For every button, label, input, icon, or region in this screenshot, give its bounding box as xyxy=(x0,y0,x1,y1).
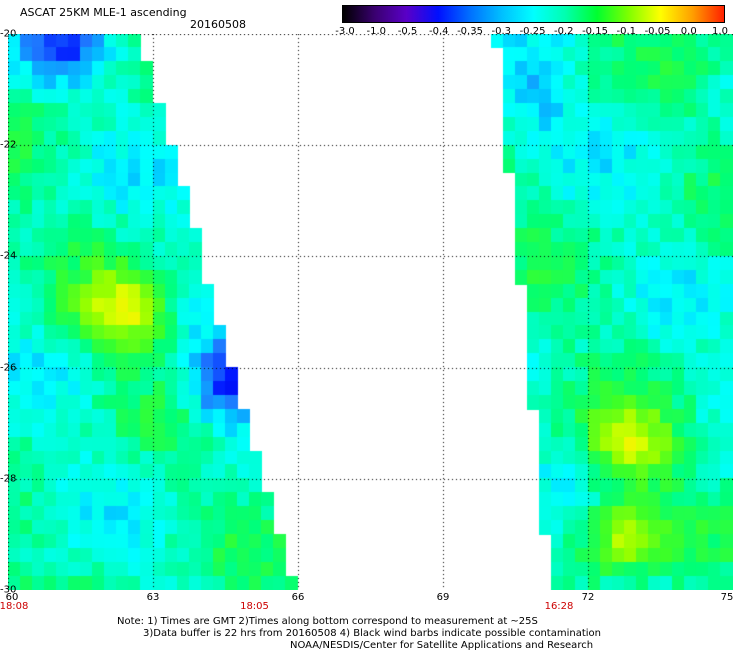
colorbar xyxy=(342,5,725,23)
pass-time-label: 18:08 xyxy=(0,601,29,612)
colorbar-label: 1.0 xyxy=(712,26,728,37)
colorbar-label: 0.0 xyxy=(680,26,697,37)
note-line-1: Note: 1) Times are GMT 2)Times along bot… xyxy=(117,616,538,627)
colorbar-label: -0.4 xyxy=(428,26,449,37)
colorbar-label: -0.35 xyxy=(457,26,483,37)
y-tick-label: -22 xyxy=(0,139,17,151)
map-date: 20160508 xyxy=(190,18,246,31)
colorbar-label: -0.1 xyxy=(616,26,637,37)
map-plot xyxy=(8,34,733,590)
colorbar-label: -3.0 xyxy=(335,26,355,37)
map-title: ASCAT 25KM MLE-1 ascending xyxy=(20,6,187,19)
colorbar-label: -0.2 xyxy=(553,26,574,37)
colorbar-label: -0.25 xyxy=(519,26,546,37)
x-tick-label: 75 xyxy=(720,592,734,603)
x-tick-label: 69 xyxy=(436,592,450,603)
pass-time-label: 16:28 xyxy=(544,601,574,612)
x-tick-label: 63 xyxy=(146,592,160,603)
y-tick-label: -30 xyxy=(0,584,17,596)
wind-field-heatmap xyxy=(8,34,733,590)
y-tick-label: -20 xyxy=(0,28,17,40)
y-tick-label: -26 xyxy=(0,362,17,374)
colorbar-label: -1.0 xyxy=(366,26,387,37)
y-tick-label: -24 xyxy=(0,250,17,262)
colorbar-label: -0.5 xyxy=(397,26,418,37)
note-line-3: NOAA/NESDIS/Center for Satellite Applica… xyxy=(290,640,594,651)
x-tick-label: 66 xyxy=(291,592,305,603)
colorbar-gradient xyxy=(342,5,725,23)
colorbar-label: -0.15 xyxy=(582,26,608,37)
colorbar-label: -0.3 xyxy=(491,26,512,37)
x-tick-label: 60 xyxy=(5,592,19,603)
note-line-2: 3)Data buffer is 22 hrs from 20160508 4)… xyxy=(143,628,601,639)
colorbar-label: -0.05 xyxy=(644,26,671,37)
y-tick-label: -28 xyxy=(0,473,17,485)
x-tick-label: 72 xyxy=(581,592,595,603)
pass-time-label: 18:05 xyxy=(240,601,269,612)
